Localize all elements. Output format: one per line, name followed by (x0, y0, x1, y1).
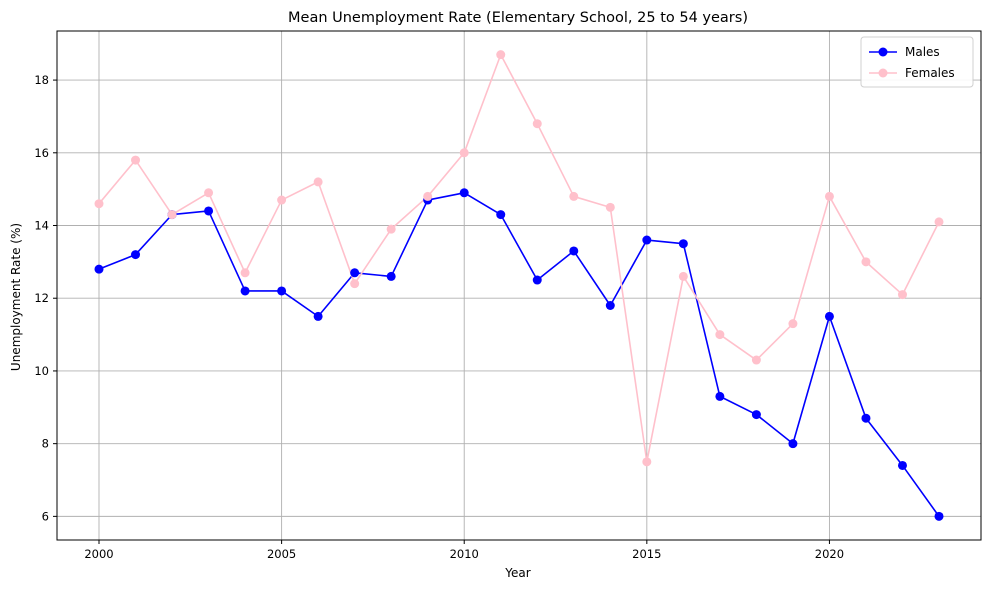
males-data-point (934, 511, 944, 521)
females-data-point (715, 330, 725, 340)
females-data-point (167, 210, 177, 220)
y-tick-label: 10 (34, 364, 49, 378)
males-data-point (131, 250, 141, 260)
females-data-point (532, 119, 542, 129)
females-data-point (313, 177, 323, 187)
males-data-point (824, 311, 834, 321)
legend-box (860, 36, 974, 88)
y-tick-label: 8 (42, 437, 49, 451)
males-data-point (715, 391, 725, 401)
males-data-point (496, 210, 506, 220)
legend: Males Females (860, 36, 974, 88)
legend-males-marker (878, 47, 888, 57)
axis-ticks: 2000 2005 2010 2015 2020 6 8 10 12 14 16 18 (34, 73, 844, 561)
males-data-point (94, 264, 104, 274)
females-data-point (277, 195, 287, 205)
females-data-point (934, 217, 944, 227)
x-tick-label: 2005 (267, 547, 296, 561)
series-lines (98, 53, 940, 517)
females-data-point (605, 202, 615, 212)
series-points (94, 50, 944, 521)
x-tick-label: 2020 (815, 547, 844, 561)
females-data-point (204, 188, 214, 198)
males-data-point (313, 311, 323, 321)
x-axis-label: Year (504, 566, 530, 580)
y-tick-label: 18 (34, 73, 49, 87)
females-data-point (678, 271, 688, 281)
males-data-point (386, 271, 396, 281)
females-data-point (240, 268, 250, 278)
males-data-point (459, 188, 469, 198)
males-data-point (532, 275, 542, 285)
females-data-point (94, 199, 104, 209)
females-data-point (569, 191, 579, 201)
females-data-point (386, 224, 396, 234)
females-series-line (98, 53, 940, 463)
y-tick-label: 16 (34, 146, 49, 160)
females-data-point (788, 319, 798, 329)
legend-males-label: Males (905, 45, 940, 59)
males-data-point (204, 206, 214, 216)
males-data-point (788, 439, 798, 449)
males-data-point (642, 235, 652, 245)
males-data-point (861, 413, 871, 423)
females-data-point (131, 155, 141, 165)
plot-frame (56, 30, 982, 541)
females-data-point (423, 191, 433, 201)
x-tick-label: 2010 (450, 547, 479, 561)
males-data-point (277, 286, 287, 296)
x-tick-label: 2015 (632, 547, 661, 561)
males-data-point (678, 239, 688, 249)
legend-females-label: Females (905, 66, 955, 80)
grid (57, 31, 981, 540)
males-data-point (605, 300, 615, 310)
females-data-point (897, 290, 907, 300)
females-data-point (751, 355, 761, 365)
x-tick-label: 2000 (84, 547, 113, 561)
chart-title: Mean Unemployment Rate (Elementary Schoo… (288, 10, 748, 26)
males-series-line (98, 191, 940, 517)
males-data-point (240, 286, 250, 296)
females-data-point (642, 457, 652, 467)
females-data-point (496, 50, 506, 60)
y-axis-label: Unemployment Rate (%) (9, 223, 23, 371)
females-data-point (824, 191, 834, 201)
males-data-point (751, 410, 761, 420)
females-data-point (459, 148, 469, 158)
males-data-point (350, 268, 360, 278)
legend-females-marker (878, 68, 888, 78)
females-data-point (861, 257, 871, 267)
y-tick-label: 12 (34, 291, 49, 305)
females-data-point (350, 279, 360, 289)
y-tick-label: 14 (34, 219, 49, 233)
males-data-point (897, 460, 907, 470)
y-tick-label: 6 (42, 509, 49, 523)
males-data-point (569, 246, 579, 256)
